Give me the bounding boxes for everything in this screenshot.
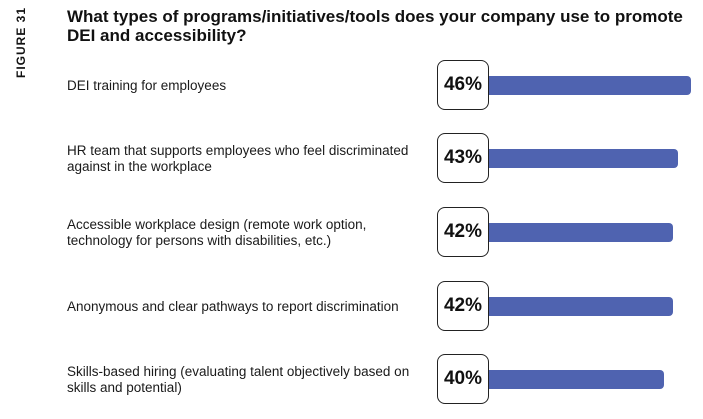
category-label: DEI training for employees <box>67 78 227 93</box>
bar-row: Accessible workplace design (remote work… <box>0 205 703 261</box>
category-label: Skills-based hiring (evaluating talent o… <box>67 364 410 395</box>
chart-title: What types of programs/initiatives/tools… <box>67 7 683 45</box>
bar <box>486 297 674 316</box>
bar <box>486 370 665 389</box>
bar-row: DEI training for employees 46% <box>0 58 703 114</box>
bar <box>486 149 678 168</box>
value-label: 46% <box>437 60 489 110</box>
value-label: 43% <box>437 133 489 183</box>
value-label: 42% <box>437 281 489 331</box>
category-label: HR team that supports employees who feel… <box>67 143 409 174</box>
category-label: Anonymous and clear pathways to report d… <box>67 299 399 314</box>
category-label: Accessible workplace design (remote work… <box>67 217 367 248</box>
value-label: 42% <box>437 207 489 257</box>
bar <box>486 76 691 95</box>
bar-row: Skills-based hiring (evaluating talent o… <box>0 352 703 408</box>
bar <box>486 223 674 242</box>
value-label: 40% <box>437 354 489 404</box>
bar-row: HR team that supports employees who feel… <box>0 131 703 187</box>
bar-row: Anonymous and clear pathways to report d… <box>0 279 703 335</box>
